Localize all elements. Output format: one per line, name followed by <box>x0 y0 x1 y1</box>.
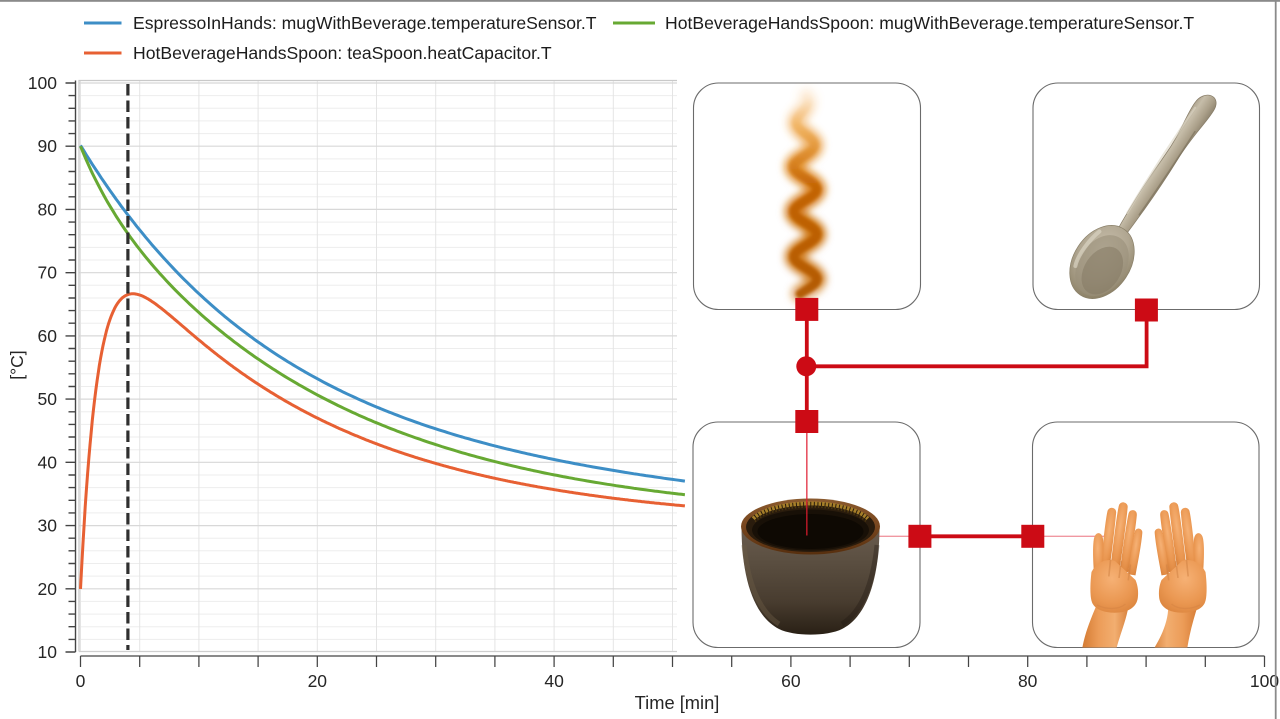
svg-text:70: 70 <box>38 263 58 283</box>
svg-text:HotBeverageHandsSpoon: mugWith: HotBeverageHandsSpoon: mugWithBeverage.t… <box>665 13 1194 33</box>
svg-text:80: 80 <box>1018 671 1038 691</box>
svg-text:40: 40 <box>544 671 564 691</box>
svg-text:30: 30 <box>38 516 58 536</box>
svg-text:20: 20 <box>38 579 58 599</box>
svg-text:80: 80 <box>38 199 58 219</box>
svg-text:60: 60 <box>781 671 801 691</box>
svg-text:0: 0 <box>76 671 86 691</box>
svg-text:[°C]: [°C] <box>7 350 27 379</box>
svg-text:90: 90 <box>38 136 58 156</box>
svg-text:Time [min]: Time [min] <box>635 692 720 713</box>
svg-text:10: 10 <box>38 642 58 662</box>
svg-text:EspressoInHands: mugWithBevera: EspressoInHands: mugWithBeverage.tempera… <box>133 13 597 33</box>
svg-text:100: 100 <box>1250 671 1279 691</box>
svg-text:HotBeverageHandsSpoon: teaSpoo: HotBeverageHandsSpoon: teaSpoon.heatCapa… <box>133 43 552 63</box>
svg-text:50: 50 <box>38 389 58 409</box>
svg-text:20: 20 <box>308 671 328 691</box>
svg-text:40: 40 <box>38 452 58 472</box>
svg-text:100: 100 <box>28 73 57 93</box>
svg-text:60: 60 <box>38 326 58 346</box>
